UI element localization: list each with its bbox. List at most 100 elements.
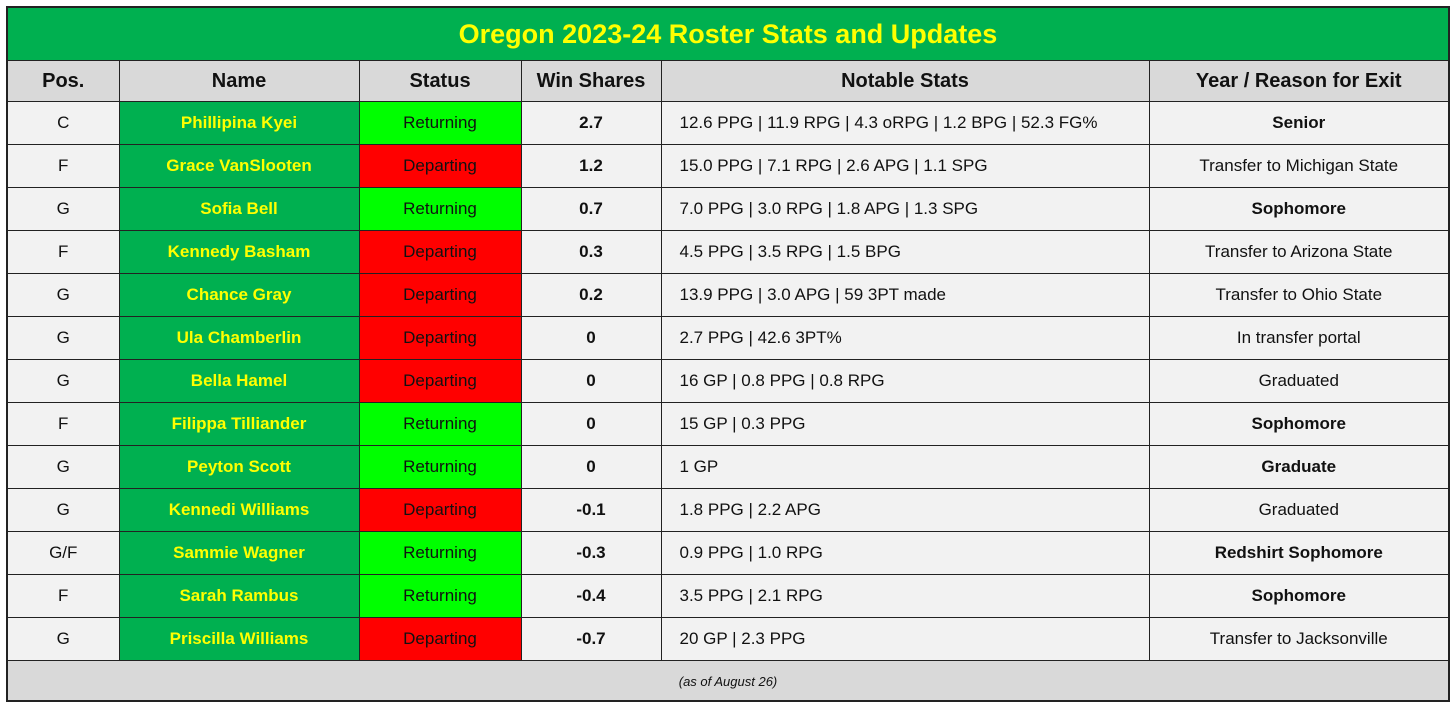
cell-player-name: Kennedy Basham	[118, 230, 360, 274]
table-row: G Sofia Bell Returning 0.7 7.0 PPG | 3.0 RPG…	[8, 187, 1448, 231]
table-row: G Kennedi Williams Departing -0.1 1.8 PPG | …	[8, 488, 1448, 532]
cell-win-shares: 0.7	[520, 187, 662, 231]
footer-note: (as of August 26)	[8, 661, 1448, 700]
cell-status: Returning	[358, 101, 522, 145]
cell-notable-stats: 2.7 PPG | 42.6 3PT%	[660, 316, 1150, 360]
cell-notable-stats: 13.9 PPG | 3.0 APG | 59 3PT made	[660, 273, 1150, 317]
table-row: C Phillipina Kyei Returning 2.7 12.6 PPG | 1…	[8, 101, 1448, 145]
cell-pos: G/F	[8, 531, 120, 575]
cell-player-name: Grace VanSlooten	[118, 144, 360, 188]
cell-win-shares: 1.2	[520, 144, 662, 188]
cell-exit: Transfer to Arizona State	[1148, 230, 1448, 274]
cell-win-shares: 0	[520, 402, 662, 446]
cell-pos: G	[8, 445, 120, 489]
cell-win-shares: -0.7	[520, 617, 662, 661]
cell-exit: Sophomore	[1148, 187, 1448, 231]
header-pos: Pos.	[8, 61, 120, 102]
table-row: G/F Sammie Wagner Returning -0.3 0.9 PPG | 1…	[8, 531, 1448, 575]
cell-notable-stats: 0.9 PPG | 1.0 RPG	[660, 531, 1150, 575]
cell-notable-stats: 12.6 PPG | 11.9 RPG | 4.3 oRPG | 1.2 BPG…	[660, 101, 1150, 145]
cell-status: Departing	[358, 617, 522, 661]
header-name: Name	[118, 61, 360, 102]
cell-win-shares: 2.7	[520, 101, 662, 145]
cell-win-shares: 0	[520, 359, 662, 403]
cell-player-name: Sofia Bell	[118, 187, 360, 231]
cell-status: Departing	[358, 359, 522, 403]
header-notable-stats: Notable Stats	[660, 61, 1150, 102]
cell-exit: Graduated	[1148, 488, 1448, 532]
table-row: G Chance Gray Departing 0.2 13.9 PPG | 3.0 A…	[8, 273, 1448, 317]
table-row: F Grace VanSlooten Departing 1.2 15.0 PPG | …	[8, 144, 1448, 188]
cell-exit: Redshirt Sophomore	[1148, 531, 1448, 575]
cell-exit: Graduate	[1148, 445, 1448, 489]
cell-notable-stats: 7.0 PPG | 3.0 RPG | 1.8 APG | 1.3 SPG	[660, 187, 1150, 231]
cell-status: Returning	[358, 445, 522, 489]
cell-pos: C	[8, 101, 120, 145]
cell-exit: Senior	[1148, 101, 1448, 145]
cell-notable-stats: 4.5 PPG | 3.5 RPG | 1.5 BPG	[660, 230, 1150, 274]
header-exit: Year / Reason for Exit	[1148, 61, 1448, 102]
cell-player-name: Bella Hamel	[118, 359, 360, 403]
cell-status: Returning	[358, 531, 522, 575]
cell-win-shares: 0.3	[520, 230, 662, 274]
cell-status: Returning	[358, 574, 522, 618]
table-row: F Sarah Rambus Returning -0.4 3.5 PPG | 2.1 …	[8, 574, 1448, 618]
cell-win-shares: -0.4	[520, 574, 662, 618]
cell-win-shares: 0	[520, 316, 662, 360]
cell-notable-stats: 16 GP | 0.8 PPG | 0.8 RPG	[660, 359, 1150, 403]
cell-status: Departing	[358, 488, 522, 532]
table-row: G Priscilla Williams Departing -0.7 20 GP | …	[8, 617, 1448, 661]
cell-pos: F	[8, 402, 120, 446]
cell-exit: Transfer to Michigan State	[1148, 144, 1448, 188]
cell-exit: Sophomore	[1148, 574, 1448, 618]
cell-pos: F	[8, 574, 120, 618]
cell-status: Departing	[358, 230, 522, 274]
cell-player-name: Peyton Scott	[118, 445, 360, 489]
table-row: G Bella Hamel Departing 0 16 GP | 0.8 PPG | …	[8, 359, 1448, 403]
cell-notable-stats: 1.8 PPG | 2.2 APG	[660, 488, 1150, 532]
cell-pos: F	[8, 230, 120, 274]
cell-win-shares: 0	[520, 445, 662, 489]
cell-exit: Transfer to Jacksonville	[1148, 617, 1448, 661]
cell-status: Departing	[358, 273, 522, 317]
cell-win-shares: -0.3	[520, 531, 662, 575]
cell-pos: G	[8, 617, 120, 661]
cell-exit: In transfer portal	[1148, 316, 1448, 360]
cell-notable-stats: 15.0 PPG | 7.1 RPG | 2.6 APG | 1.1 SPG	[660, 144, 1150, 188]
cell-pos: G	[8, 187, 120, 231]
cell-player-name: Sammie Wagner	[118, 531, 360, 575]
cell-status: Departing	[358, 316, 522, 360]
cell-exit: Transfer to Ohio State	[1148, 273, 1448, 317]
cell-player-name: Kennedi Williams	[118, 488, 360, 532]
cell-pos: G	[8, 273, 120, 317]
cell-player-name: Priscilla Williams	[118, 617, 360, 661]
header-row: Pos. Name Status Win Shares Notable Stat…	[8, 61, 1448, 102]
header-status: Status	[358, 61, 522, 102]
cell-status: Returning	[358, 402, 522, 446]
cell-notable-stats: 20 GP | 2.3 PPG	[660, 617, 1150, 661]
cell-player-name: Filippa Tilliander	[118, 402, 360, 446]
cell-pos: G	[8, 488, 120, 532]
cell-status: Returning	[358, 187, 522, 231]
cell-exit: Graduated	[1148, 359, 1448, 403]
cell-notable-stats: 15 GP | 0.3 PPG	[660, 402, 1150, 446]
cell-notable-stats: 3.5 PPG | 2.1 RPG	[660, 574, 1150, 618]
table-row: G Ula Chamberlin Departing 0 2.7 PPG | 42.6 …	[8, 316, 1448, 360]
table-row: F Kennedy Basham Departing 0.3 4.5 PPG | 3.5…	[8, 230, 1448, 274]
cell-player-name: Ula Chamberlin	[118, 316, 360, 360]
cell-status: Departing	[358, 144, 522, 188]
cell-player-name: Sarah Rambus	[118, 574, 360, 618]
cell-player-name: Chance Gray	[118, 273, 360, 317]
cell-exit: Sophomore	[1148, 402, 1448, 446]
cell-pos: G	[8, 359, 120, 403]
cell-pos: F	[8, 144, 120, 188]
roster-table-frame: Oregon 2023-24 Roster Stats and Updates …	[6, 6, 1450, 702]
roster-table: Pos. Name Status Win Shares Notable Stat…	[8, 61, 1448, 661]
table-title: Oregon 2023-24 Roster Stats and Updates	[8, 8, 1448, 61]
cell-win-shares: -0.1	[520, 488, 662, 532]
cell-notable-stats: 1 GP	[660, 445, 1150, 489]
cell-pos: G	[8, 316, 120, 360]
cell-win-shares: 0.2	[520, 273, 662, 317]
cell-player-name: Phillipina Kyei	[118, 101, 360, 145]
table-row: G Peyton Scott Returning 0 1 GP Graduate	[8, 445, 1448, 489]
